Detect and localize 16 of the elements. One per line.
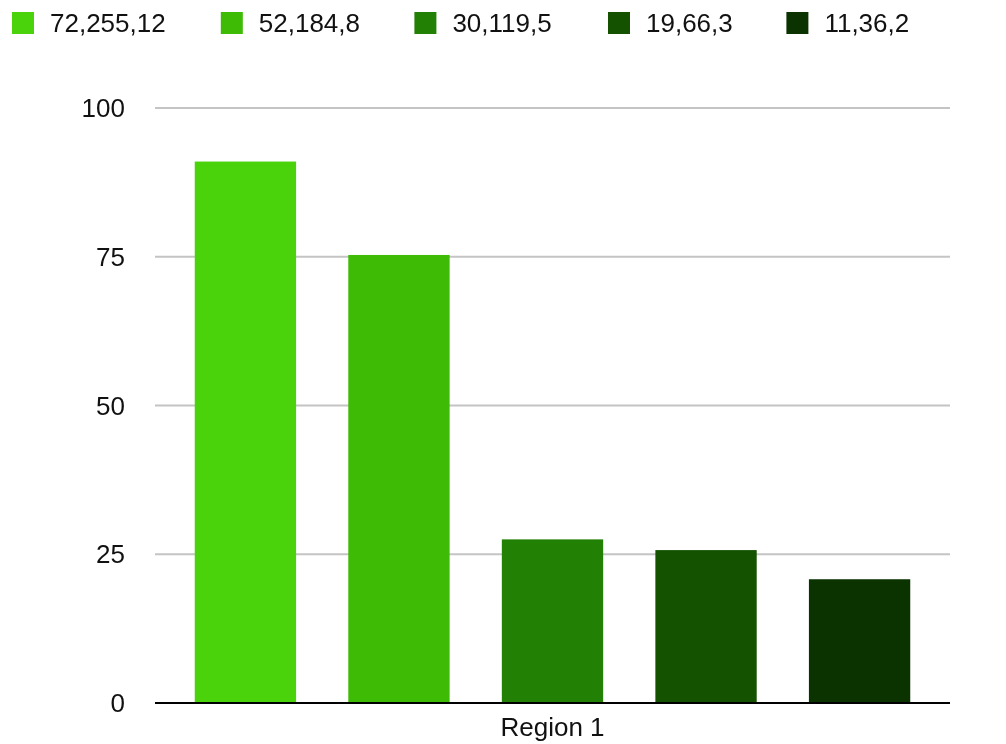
legend-label: 72,255,12 <box>50 8 166 38</box>
bar <box>194 161 297 703</box>
legend-label: 19,66,3 <box>646 8 733 38</box>
y-tick-label: 75 <box>96 241 125 272</box>
bar <box>501 539 604 703</box>
legend-label: 11,36,2 <box>824 8 910 38</box>
bar <box>655 550 757 703</box>
bar <box>808 579 911 703</box>
y-tick-label: 50 <box>96 390 125 421</box>
bar <box>348 254 450 703</box>
legend-label: 52,184,8 <box>258 8 361 38</box>
legend-label: 30,119,5 <box>452 8 552 38</box>
y-tick-label: 25 <box>96 539 125 570</box>
y-tick-label: 100 <box>81 93 125 124</box>
y-tick-label: 0 <box>110 688 125 719</box>
x-tick-label: Region 1 <box>500 712 605 742</box>
